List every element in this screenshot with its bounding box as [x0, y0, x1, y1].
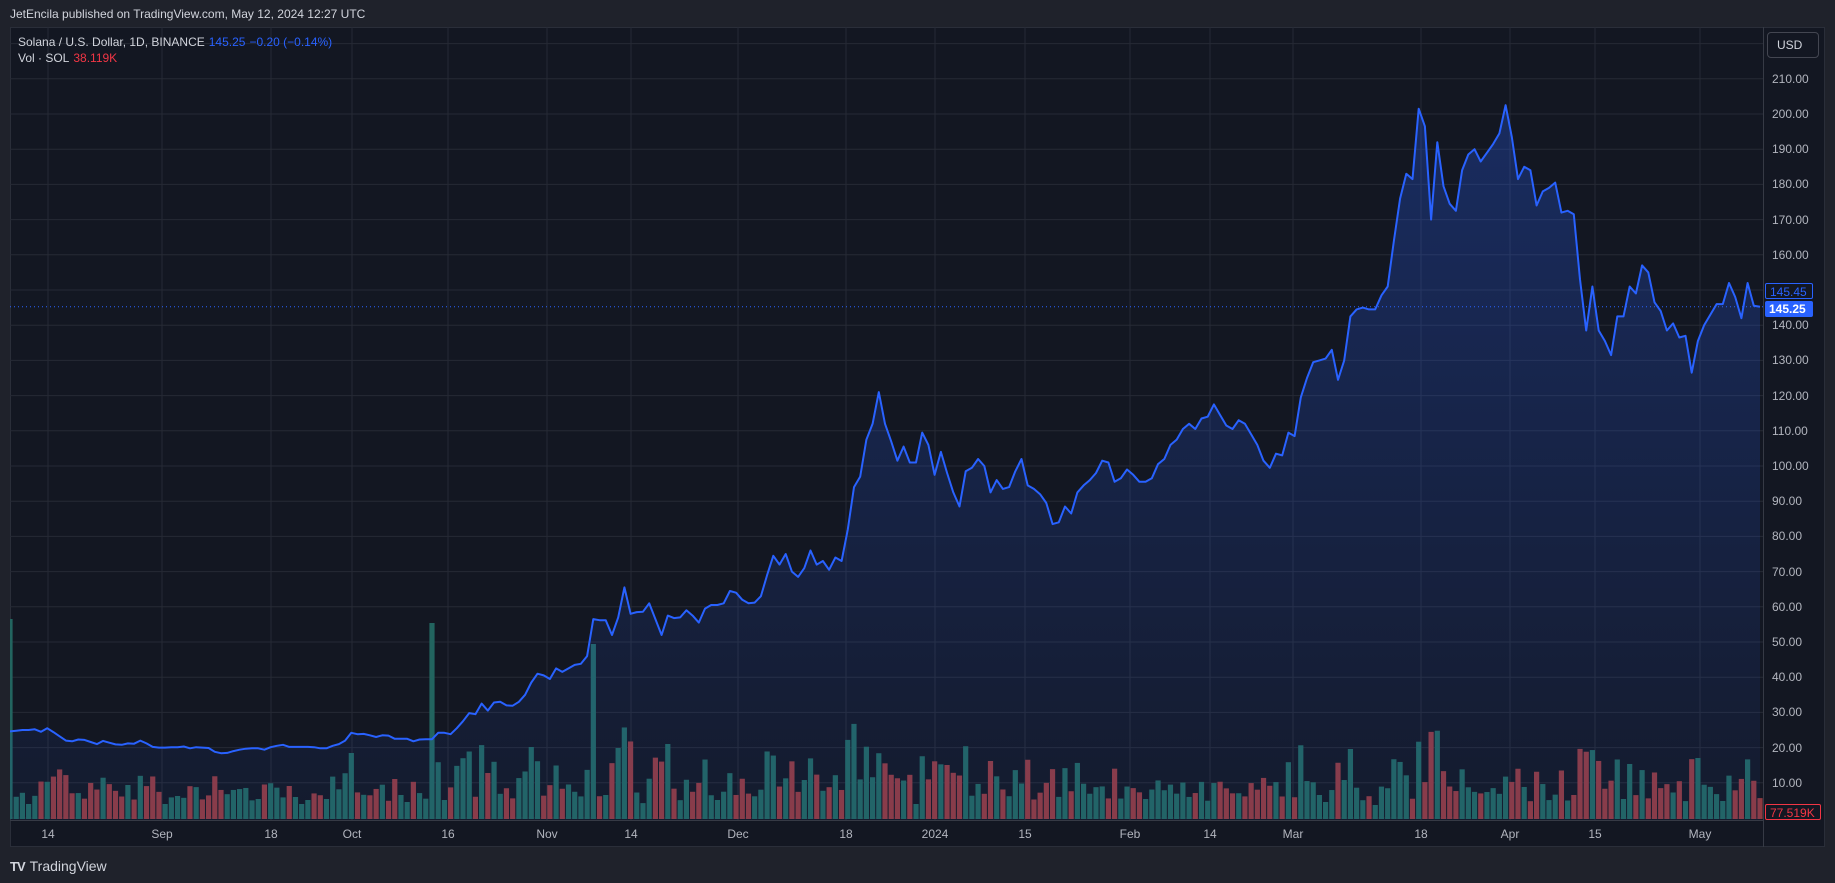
- time-tick-label: 18: [264, 827, 278, 841]
- price-axis[interactable]: 210.00 200.00 190.00 180.00 170.00 160.00 140.…: [1763, 27, 1825, 847]
- price-tick-label: 40.00: [1772, 670, 1803, 685]
- brand-name: TradingView: [29, 858, 107, 874]
- time-tick-label: Sep: [151, 827, 173, 841]
- time-tick-label: 2024: [921, 827, 949, 841]
- price-tick-label: 140.00: [1772, 318, 1809, 333]
- price-volume-chart[interactable]: [10, 27, 1763, 820]
- legend: Solana / U.S. Dollar, 1D, BINANCE 145.25−…: [18, 34, 332, 66]
- last-price-badge: 145.25: [1765, 301, 1813, 317]
- time-tick-label: 14: [1203, 827, 1217, 841]
- price-tick-label: 190.00: [1772, 142, 1809, 157]
- price-tick-label: 100.00: [1772, 459, 1809, 473]
- price-tick-label: 90.00: [1772, 494, 1803, 509]
- price-tick-label: 180.00: [1772, 177, 1809, 192]
- time-tick-label: 18: [1414, 827, 1428, 841]
- price-tick-label: 70.00: [1772, 564, 1803, 579]
- time-tick-label: 14: [624, 827, 638, 841]
- legend-symbol-row[interactable]: Solana / U.S. Dollar, 1D, BINANCE 145.25−…: [18, 34, 332, 50]
- price-tick-label: 110.00: [1772, 423, 1808, 438]
- time-tick-label: 15: [1018, 827, 1032, 841]
- price-tick-label: 120.00: [1772, 388, 1809, 403]
- price-tick-label: 10.00: [1772, 775, 1803, 790]
- price-tick-label: 20.00: [1772, 740, 1803, 755]
- tradingview-logo-icon: TV: [10, 858, 26, 874]
- time-tick-label: 18: [839, 827, 853, 841]
- time-tick-label: May: [1688, 827, 1712, 841]
- price-tick-label: 80.00: [1772, 529, 1803, 544]
- time-tick-label: Nov: [536, 827, 558, 841]
- price-tick-label: 160.00: [1772, 247, 1809, 262]
- price-tick-label: 210.00: [1772, 71, 1809, 86]
- time-tick-label: Oct: [342, 827, 362, 841]
- volume-badge: 77.519K: [1765, 804, 1821, 820]
- legend-volume-row[interactable]: Vol · SOL 38.119K: [18, 50, 332, 66]
- time-tick-label: 15: [1588, 827, 1602, 841]
- symbol-title: Solana / U.S. Dollar, 1D, BINANCE: [18, 35, 205, 49]
- time-tick-label: Dec: [727, 827, 749, 841]
- price-tick-label: 170.00: [1772, 212, 1809, 227]
- plot-area[interactable]: [10, 27, 1763, 820]
- volume-value: 38.119K: [73, 51, 118, 65]
- prev-close-badge: 145.45: [1765, 283, 1813, 299]
- price-tick-label: 30.00: [1772, 705, 1803, 720]
- price-change: −0.20 (−0.14%): [249, 35, 333, 49]
- publisher-bar: JetEncila published on TradingView.com, …: [0, 0, 1835, 27]
- price-tick-label: 60.00: [1772, 599, 1803, 614]
- price-tick-label: 130.00: [1772, 353, 1809, 368]
- footer-brand: TV TradingView: [10, 858, 107, 874]
- time-tick-label: Mar: [1282, 827, 1304, 841]
- currency-button[interactable]: USD: [1767, 32, 1819, 58]
- time-tick-label: Feb: [1119, 827, 1141, 841]
- publisher-line: JetEncila published on TradingView.com, …: [10, 7, 366, 21]
- price-tick-label: 200.00: [1772, 107, 1809, 121]
- volume-label: Vol · SOL: [18, 51, 70, 65]
- time-tick-label: Apr: [1500, 827, 1520, 841]
- time-tick-label: 16: [441, 827, 455, 841]
- price-tick-label: 50.00: [1772, 635, 1803, 649]
- time-axis[interactable]: 14 Sep 18 Oct 16 Nov 14 Dec 18 2024 15 Feb 14 Mar 18 Ap…: [10, 820, 1763, 847]
- time-tick-label: 14: [41, 827, 55, 841]
- last-price: 145.25: [208, 35, 246, 49]
